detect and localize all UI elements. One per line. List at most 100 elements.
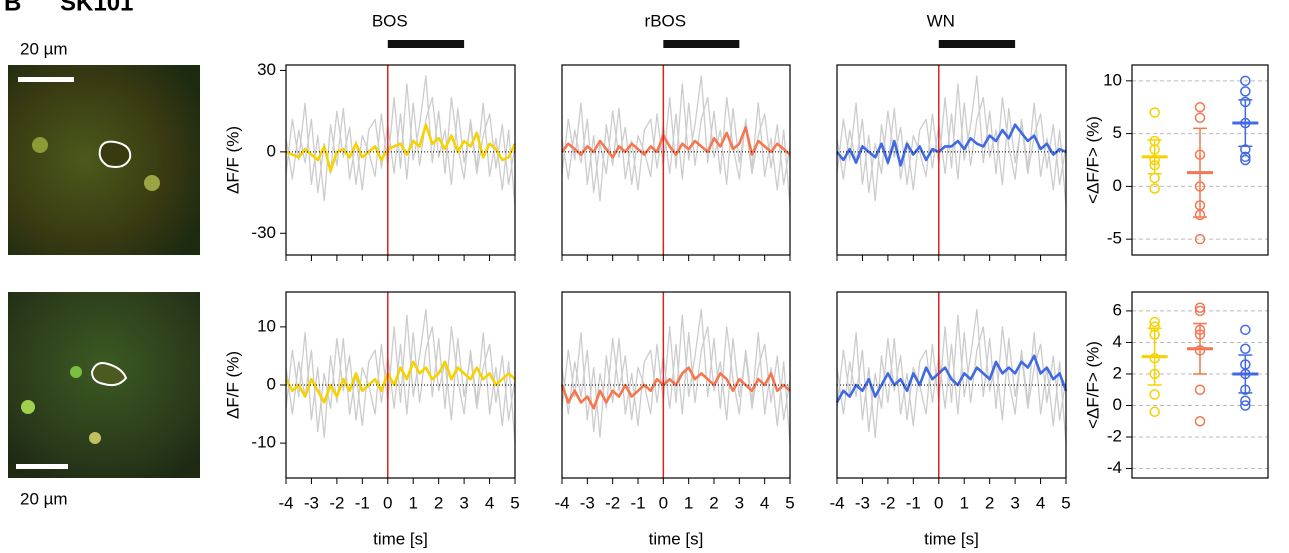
trial-trace — [836, 75, 1067, 207]
x-tick-label: 3 — [459, 493, 468, 512]
plot-frame — [561, 291, 791, 479]
x-tick-label: 5 — [1061, 493, 1070, 512]
x-axis-label: time [s] — [924, 529, 979, 548]
x-axis-label: time [s] — [649, 529, 704, 548]
column-title: WN — [927, 11, 955, 30]
data-point — [1149, 183, 1160, 194]
data-point — [1194, 384, 1206, 395]
x-tick-label: 4 — [485, 493, 494, 512]
x-tick-label: 5 — [510, 493, 519, 512]
plot-frame — [1131, 64, 1269, 256]
y-tick-label: 10 — [1103, 70, 1122, 89]
x-tick-label: 1 — [959, 493, 968, 512]
x-tick-label: 4 — [760, 493, 769, 512]
data-point — [1240, 343, 1251, 354]
data-point — [1149, 406, 1160, 418]
y-tick-label: -30 — [251, 223, 276, 242]
x-tick-label: 5 — [785, 493, 794, 512]
column-title: BOS — [372, 11, 408, 30]
mean-trace — [285, 123, 517, 173]
trial-trace — [836, 326, 1067, 438]
y-tick-label: 30 — [257, 60, 276, 79]
data-point — [1240, 75, 1251, 87]
data-point — [1194, 112, 1206, 124]
x-tick-label: 4 — [1036, 493, 1045, 512]
y-tick-label: -10 — [251, 433, 276, 452]
cell — [89, 432, 101, 444]
x-tick-label: 2 — [985, 493, 994, 512]
x-tick-label: 1 — [684, 493, 693, 512]
x-tick-label: 2 — [434, 493, 443, 512]
data-point — [1194, 416, 1206, 427]
data-point — [1240, 151, 1251, 163]
y-axis-label: <ΔF/F> (%) — [1083, 116, 1102, 204]
x-tick-label: 2 — [709, 493, 718, 512]
x-tick-label: -2 — [880, 493, 895, 512]
x-tick-label: -4 — [278, 493, 293, 512]
y-tick-label: 0 — [267, 374, 276, 393]
trial-trace — [561, 75, 791, 207]
data-point — [1194, 305, 1206, 317]
y-tick-label: 4 — [1113, 332, 1122, 351]
trial-trace — [561, 96, 791, 202]
column-title: rBOS — [645, 11, 687, 30]
stimulus-bar — [387, 40, 465, 48]
trial-trace — [836, 308, 1067, 444]
trial-trace — [561, 308, 791, 444]
trial-trace — [285, 326, 516, 438]
x-tick-label: -1 — [630, 493, 645, 512]
data-point — [1240, 154, 1251, 166]
scale-label: 20 µm — [20, 489, 68, 508]
data-point — [1240, 324, 1251, 336]
plot-frame — [1131, 291, 1269, 479]
data-point — [1194, 233, 1206, 245]
trial-trace — [285, 308, 516, 444]
x-tick-label: -3 — [304, 493, 319, 512]
plot-frame — [836, 291, 1067, 479]
y-tick-label: 5 — [1113, 123, 1122, 142]
panel-title: SK101 — [60, 0, 133, 16]
data-point — [1149, 107, 1160, 118]
x-tick-label: 3 — [735, 493, 744, 512]
panel-label: B — [4, 0, 21, 16]
mean-trace — [560, 126, 791, 159]
data-point — [1240, 86, 1251, 97]
trial-trace — [836, 96, 1067, 202]
y-axis-label: <ΔF/F> (%) — [1083, 341, 1102, 429]
scale-label: 20 µm — [20, 39, 68, 58]
y-tick-label: -2 — [1107, 427, 1122, 446]
y-tick-label: 6 — [1113, 300, 1122, 319]
x-axis-label: time [s] — [373, 529, 428, 548]
cell — [70, 366, 82, 378]
trial-trace — [561, 326, 791, 438]
x-tick-label: -2 — [329, 493, 344, 512]
data-point — [1194, 302, 1206, 314]
x-tick-label: 3 — [1010, 493, 1019, 512]
y-tick-label: 2 — [1113, 363, 1122, 382]
scale-bar — [16, 464, 68, 469]
y-tick-label: 0 — [1113, 395, 1122, 414]
y-tick-label: 0 — [1113, 176, 1122, 195]
y-axis-label: ΔF/F (%) — [223, 126, 242, 194]
cell — [21, 400, 35, 414]
cell — [144, 175, 160, 191]
stimulus-bar — [663, 40, 740, 48]
data-point — [1149, 316, 1160, 328]
x-tick-label: 1 — [408, 493, 417, 512]
trial-trace — [285, 96, 516, 202]
trial-trace — [285, 75, 516, 207]
x-tick-label: -3 — [855, 493, 870, 512]
plot-frame — [561, 64, 791, 256]
y-tick-label: -5 — [1107, 229, 1122, 248]
roi-contour — [98, 140, 132, 168]
data-point — [1240, 400, 1251, 411]
scale-bar — [18, 77, 74, 82]
data-point — [1240, 395, 1251, 407]
y-tick-label: 0 — [267, 141, 276, 160]
x-tick-label: -3 — [580, 493, 595, 512]
data-point — [1149, 172, 1160, 184]
plot-frame — [285, 64, 516, 256]
x-tick-label: -1 — [355, 493, 370, 512]
